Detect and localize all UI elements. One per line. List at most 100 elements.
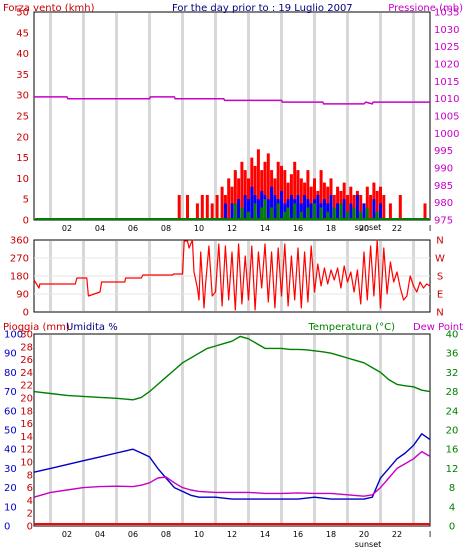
wind-bar-media <box>247 199 250 220</box>
wind-bar-raffica <box>256 149 260 220</box>
temperature-tick: 36 <box>446 349 459 360</box>
x-tick-label: 10 <box>194 224 204 233</box>
wind-bar-raffica <box>200 195 204 220</box>
x-tick-label: 20 <box>359 224 369 233</box>
wind-bar-raffica <box>369 195 373 220</box>
wind-bar-raffica <box>230 186 234 220</box>
x-tick-label: 06 <box>128 224 138 233</box>
wind-bar-raffica <box>293 161 297 220</box>
wind-bar-media <box>379 203 382 220</box>
wind-bar-media <box>355 195 359 220</box>
wind-bar-minima <box>332 207 336 220</box>
rain-tick: 14 <box>20 432 33 443</box>
x-tick-label: 20 <box>359 530 369 539</box>
wind-bar-minima <box>233 203 237 220</box>
wind-bar-minima <box>270 207 274 220</box>
x-tick-label: 18 <box>326 224 336 233</box>
wind-bar-raffica <box>319 170 323 220</box>
direction-tick: 90 <box>16 290 29 301</box>
wind-speed-tick: 15 <box>16 153 29 164</box>
wind-bar-raffica <box>398 195 402 220</box>
temperature-tick: 0 <box>449 522 455 533</box>
series-line-Dew Point <box>33 450 431 498</box>
temperature-humidity-frame <box>33 333 431 527</box>
wind-bar-media <box>289 195 293 220</box>
wind-speed-tick: 35 <box>16 70 29 81</box>
compass-tick: N <box>436 308 443 319</box>
x-tick-label: 04 <box>95 224 105 233</box>
wind-bar-media <box>309 203 313 220</box>
wind-bar-raffica <box>253 165 257 220</box>
wind-bar-raffica <box>388 203 392 220</box>
wind-bar-media <box>316 195 320 220</box>
wind-bar-minima <box>299 211 303 220</box>
wind-bar-raffica <box>266 153 270 220</box>
compass-tick: S <box>437 272 443 283</box>
wind-bar-raffica <box>240 161 244 220</box>
temperature-tick: 8 <box>449 483 455 494</box>
temperature-humidity-grid <box>49 335 415 525</box>
pressure-axis-label: Pressione (mb) <box>388 3 463 14</box>
pressure-tick: 1025 <box>434 42 459 53</box>
wind-bar-media <box>296 195 300 220</box>
compass-tick: W <box>435 254 445 265</box>
temperature-humidity-panel: 0102030405060708090100024681012141618202… <box>3 322 463 549</box>
wind-bar-raffica <box>349 186 353 220</box>
wind-direction-line <box>33 239 431 311</box>
wind-bar-minima <box>339 203 343 220</box>
x-tick-label: 04 <box>95 530 105 539</box>
pressure-line <box>34 96 430 105</box>
wind-bar-raffica <box>215 195 219 220</box>
temperature-axis-label: Temperatura (°C) <box>307 322 395 333</box>
wind-bar-raffica <box>195 203 199 220</box>
rain-tick: 26 <box>20 355 33 366</box>
wind-bar-minima <box>293 203 297 220</box>
pressure-tick: 1030 <box>434 25 459 36</box>
x-tick-label: I <box>429 224 431 233</box>
wind-bar-minima <box>283 211 287 220</box>
wind-speed-tick: 10 <box>16 174 29 185</box>
x-tick-label: 14 <box>260 530 270 539</box>
wind-bar-raffica <box>326 186 330 220</box>
rain-axis-label: Pioggia (mm) <box>3 322 70 333</box>
wind-bar-raffica <box>336 186 340 220</box>
wind-bar-raffica <box>359 195 363 220</box>
pressure-tick: 985 <box>434 181 453 192</box>
x-tick-label: 14 <box>260 224 270 233</box>
wind-bar-minima <box>346 211 349 220</box>
rain-tick: 0 <box>27 522 33 533</box>
wind-speed-tick: 25 <box>16 112 29 123</box>
humidity-tick: 20 <box>4 483 17 494</box>
wind-bar-minima <box>359 211 363 220</box>
x-tick-label: I <box>429 530 431 539</box>
wind-bar-minima <box>260 207 264 220</box>
wind-bar-raffica <box>227 178 231 220</box>
wind-bar-raffica <box>210 203 214 220</box>
x-tick-label: 12 <box>227 224 237 233</box>
wind-bar-media <box>303 195 307 220</box>
wind-bar-media <box>243 195 247 220</box>
wind-bar-raffica <box>365 186 369 220</box>
wind-bar-minima <box>375 211 379 220</box>
wind-bar-media <box>230 203 234 220</box>
wind-bar-media <box>273 195 277 220</box>
rain-tick: 6 <box>27 483 33 494</box>
wind-bar-minima <box>253 203 257 220</box>
wind-bar-media <box>329 195 333 220</box>
wind-bar-minima <box>352 207 356 220</box>
wind-bar-media <box>260 190 264 220</box>
humidity-tick: 60 <box>4 406 17 417</box>
wind-bar-minima <box>240 207 244 220</box>
humidity-tick: 30 <box>4 464 17 475</box>
wind-bar-media <box>336 203 340 220</box>
wind-bar-minima <box>313 203 316 220</box>
temperature-tick: 28 <box>446 387 459 398</box>
wind-bar-media <box>270 186 274 220</box>
wind-bar-media <box>256 199 260 220</box>
compass-tick: E <box>437 290 443 301</box>
x-tick-label: 06 <box>128 530 138 539</box>
humidity-tick: 100 <box>4 330 23 341</box>
